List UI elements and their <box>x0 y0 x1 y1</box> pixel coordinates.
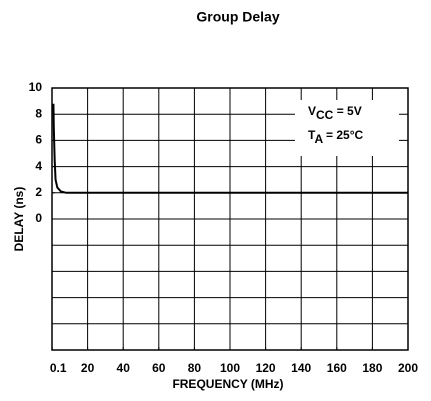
annotation-main: V <box>308 104 316 118</box>
annotation-sub: A <box>314 132 323 146</box>
x-tick-label: 40 <box>117 361 131 375</box>
x-tick-label: 80 <box>188 361 202 375</box>
y-tick-label: 4 <box>35 159 42 173</box>
chart-title: Group Delay <box>196 9 279 25</box>
annotation-box <box>295 100 399 156</box>
x-tick-label: 0.1 <box>50 361 67 375</box>
x-tick-label: 160 <box>327 361 347 375</box>
annotation-rest: = 25°C <box>323 128 364 142</box>
x-tick-label: 60 <box>152 361 166 375</box>
x-tick-label: 200 <box>398 361 418 375</box>
line-series <box>52 103 408 194</box>
y-axis-label: DELAY (ns) <box>12 187 26 252</box>
x-tick-label: 180 <box>362 361 382 375</box>
x-tick-label: 20 <box>81 361 95 375</box>
y-tick-label: 8 <box>35 106 42 120</box>
annotation-sub: CC <box>316 108 334 122</box>
x-axis-label: FREQUENCY (MHz) <box>172 377 283 391</box>
y-tick-label: 6 <box>35 133 42 147</box>
x-tick-label: 120 <box>256 361 276 375</box>
x-tick-label: 100 <box>220 361 240 375</box>
y-tick-label: 10 <box>29 80 43 94</box>
annotation: TA = 25°C <box>308 128 364 146</box>
x-tick-label: 140 <box>291 361 311 375</box>
y-tick-label: 0 <box>35 211 42 225</box>
annotation-rest: = 5V <box>333 104 361 118</box>
y-tick-label: 2 <box>35 185 42 199</box>
annotation-main: T <box>308 128 316 142</box>
annotation: VCC = 5V <box>308 104 362 122</box>
